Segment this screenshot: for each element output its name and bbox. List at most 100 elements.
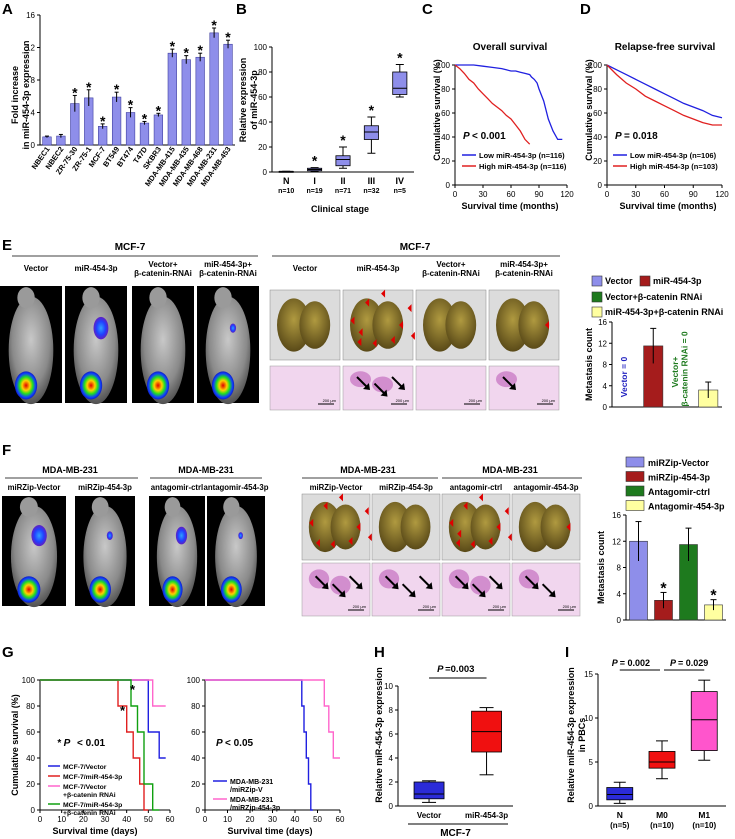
- f-legend-label: miRZip-Vector: [648, 458, 710, 468]
- panel-c-xtick-label: 90: [535, 190, 544, 199]
- panel-a-bar: [181, 59, 191, 146]
- panel-g-right-xtick-label: 30: [268, 815, 277, 824]
- f-histology-image-arrow: [331, 583, 344, 595]
- panel-b-category: III: [368, 176, 376, 186]
- e-lung-image-met-arrowhead: [390, 336, 395, 345]
- panel-a-star: *: [197, 42, 203, 58]
- panel-d-series-line: [606, 64, 723, 119]
- f-histology-image-arrow: [418, 575, 431, 587]
- panel-c-series-line: [455, 64, 563, 141]
- panel-g-left-legend-label: MCF-7/Vector: [63, 764, 107, 771]
- panel-a-bar: [153, 114, 164, 146]
- e-histology-image: 200 μm: [488, 365, 560, 411]
- f-lung-title: MDA-MB-231: [340, 465, 396, 475]
- panel-a-star: *: [142, 110, 148, 126]
- panel-d-ytick-label: 100: [589, 61, 603, 70]
- panel-b-category: I: [313, 176, 316, 186]
- panel-f-chart-ytick-label: 4: [617, 590, 622, 599]
- e-lung-image: [415, 289, 487, 361]
- e-lung-image: [488, 289, 560, 361]
- panel-d-xlabel: Survival time (months): [619, 201, 716, 211]
- f-mouse-label: miRZip-454-3p: [78, 483, 132, 492]
- e-histology-image: 200 μm: [269, 365, 341, 411]
- panel-g-left-series-line: [40, 679, 160, 811]
- f-mouse-image-head: [223, 497, 240, 517]
- f-mice-title: MDA-MB-231: [178, 465, 234, 475]
- panel-a: 0481216NBEC1NBEC2*ZR-75-30*ZR-75-1*MCF-7…: [26, 11, 235, 188]
- panel-d-ytick-label: 80: [593, 85, 602, 94]
- f-lung-image: [371, 493, 441, 561]
- e-histology-image-scalebar-label: 200 μm: [542, 398, 556, 403]
- panel-d-xtick-label: 60: [660, 190, 669, 199]
- panel-i-ylabel-2: in PBCs: [577, 718, 587, 753]
- e-histology-image: 200 μm: [342, 365, 414, 411]
- panel-g-left-legend-label: +β-catenin RNAi: [63, 810, 116, 817]
- e-histology-image-arrow-head: [509, 383, 516, 390]
- e-histology-image: 200 μm: [415, 365, 487, 411]
- panel-a-bar: [98, 126, 108, 146]
- f-mouse-image-head: [91, 497, 109, 517]
- e-mouse-image: [132, 286, 194, 405]
- panel-c-legend-label: High miR-454-3p (n=116): [479, 162, 567, 171]
- panel-i-ylabel-1: Relative miR-454-3p expression: [566, 667, 576, 803]
- e-lung-label: β-catenin-RNAi: [495, 269, 553, 278]
- e-histology-image-arrow: [356, 376, 368, 388]
- f-lung-image-met-arrowhead: [455, 539, 460, 548]
- panel-g-right-xtick-label: 10: [223, 815, 232, 824]
- panel-d-ytick-label: 40: [593, 133, 602, 142]
- panel-g-left-xtick-label: 10: [57, 815, 66, 824]
- f-mouse-image: [75, 496, 135, 608]
- panel-b-category: N: [283, 176, 290, 186]
- e-lung-image-right-lobe: [518, 301, 550, 349]
- panel-e-chart-ytick-label: 0: [603, 403, 608, 412]
- e-histology-image-scalebar-label: 200 μm: [396, 398, 410, 403]
- panel-h: Relative miR-454-3p expression: [374, 667, 384, 803]
- e-lung-image-right-lobe: [445, 301, 477, 349]
- panel-b-xlabel: Clinical stage: [311, 204, 369, 214]
- e-histology-image-bg: [415, 365, 487, 411]
- panel-g-left-xtick-label: 50: [144, 815, 153, 824]
- panel-g-xlabel-1: Survival time (days): [52, 826, 137, 836]
- e-lung-label: β-catenin-RNAi: [422, 269, 480, 278]
- e-mouse-image-tumor-signal: [14, 371, 38, 400]
- e-lung-image-met-arrowhead: [365, 298, 370, 307]
- panel-i-ytick-label: 5: [589, 758, 594, 767]
- f-histology-image-arrow-head: [338, 590, 346, 598]
- panel-h: 0 2 4 6 8 10 Vector miR-454-3p MCF-7 P =0.003: [384, 664, 513, 839]
- panel-b-ytick-label: 20: [258, 143, 267, 152]
- panel-i-pvalue: = 0.002: [620, 658, 650, 668]
- panel-c-title: Overall survival: [473, 42, 548, 53]
- f-legend-swatch: [625, 500, 645, 511]
- panel-g-left-ytick-label: 40: [26, 754, 35, 763]
- panel-a-ytick-label: 16: [26, 11, 35, 20]
- panel-i-n: (n=10): [692, 821, 716, 830]
- e-lung-image-met-arrowhead: [410, 331, 415, 340]
- panel-b-star: *: [397, 50, 403, 66]
- f-lung-image-met-arrowhead: [463, 501, 468, 510]
- e-histology-image-arrow: [502, 376, 514, 388]
- f-histology-image-arrow: [384, 575, 397, 587]
- e-mouse-image-tumor-signal: [211, 371, 235, 400]
- panel-a-ytick-label: 0: [31, 141, 36, 150]
- panel-e: MCF-7 MCF-7 Vector miR-454-3p Vector+β-cat…: [0, 242, 723, 411]
- f-histology-image: 200 μm: [511, 562, 581, 617]
- panel-h-category: miR-454-3p: [465, 811, 508, 820]
- panel-b-n: n=71: [335, 188, 351, 195]
- panel-g-right-xtick-label: 0: [203, 815, 208, 824]
- panel-g-left-xtick-label: 40: [122, 815, 131, 824]
- panel-b-n: n=10: [278, 188, 294, 195]
- e-lung-image: [269, 289, 341, 361]
- e-lung-image-right-lobe: [299, 301, 331, 349]
- e-lung-label: Vector+: [436, 260, 465, 269]
- panel-label-e: E: [2, 237, 12, 254]
- panel-g-left-ytick-label: 0: [31, 806, 36, 815]
- panel-h-ytick-label: 2: [389, 778, 394, 787]
- e-lung-label: miR-454-3p+: [500, 260, 548, 269]
- panel-d-pvalue: = 0.018: [624, 131, 658, 142]
- panel-g-right-legend-label: MDA-MB-231: [230, 797, 273, 804]
- panel-g-right-ytick-label: 100: [187, 676, 201, 685]
- e-mouse-label: miR-454-3p: [74, 264, 117, 273]
- panel-a-star: *: [114, 81, 120, 97]
